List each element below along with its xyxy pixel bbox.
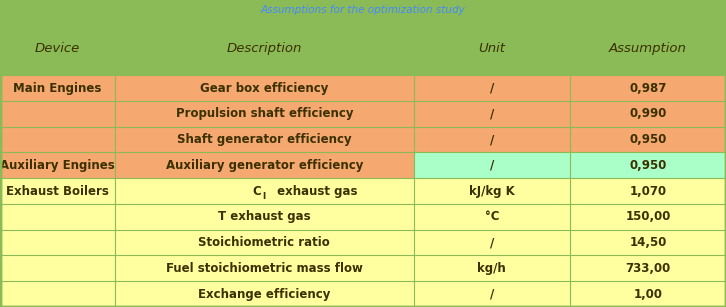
Text: exhaust gas: exhaust gas: [273, 185, 357, 198]
Text: /: /: [490, 107, 494, 120]
Text: Shaft generator efficiency: Shaft generator efficiency: [177, 133, 351, 146]
Bar: [570, 255, 726, 281]
Text: 1,00: 1,00: [634, 288, 662, 301]
Text: °C: °C: [485, 210, 499, 223]
Bar: [570, 204, 726, 230]
Text: Unit: Unit: [478, 42, 505, 55]
Bar: [414, 255, 570, 281]
Bar: [115, 153, 414, 178]
Bar: [0, 230, 115, 255]
Text: C: C: [252, 185, 261, 198]
Bar: [0, 127, 115, 153]
Text: 1,070: 1,070: [629, 185, 666, 198]
Text: Main Engines: Main Engines: [13, 82, 102, 95]
Bar: [0, 75, 115, 101]
Text: Stoichiometric ratio: Stoichiometric ratio: [198, 236, 330, 249]
Bar: [414, 178, 570, 204]
Bar: [0, 204, 115, 230]
Text: l: l: [262, 192, 265, 201]
Bar: [570, 153, 726, 178]
Bar: [0, 281, 115, 307]
Bar: [115, 101, 414, 127]
Text: Device: Device: [35, 42, 80, 55]
Bar: [115, 230, 414, 255]
Text: 14,50: 14,50: [629, 236, 666, 249]
Bar: [0, 255, 115, 281]
Text: Fuel stoichiometric mass flow: Fuel stoichiometric mass flow: [166, 262, 363, 275]
Text: Exchange efficiency: Exchange efficiency: [198, 288, 330, 301]
Text: Gear box efficiency: Gear box efficiency: [200, 82, 328, 95]
Bar: [115, 75, 414, 101]
Bar: [115, 127, 414, 153]
Text: kg/h: kg/h: [478, 262, 506, 275]
Bar: [570, 75, 726, 101]
Text: /: /: [490, 133, 494, 146]
Bar: [0, 21, 726, 75]
Text: 0,990: 0,990: [629, 107, 666, 120]
Bar: [414, 281, 570, 307]
Text: Auxiliary Engines: Auxiliary Engines: [0, 159, 115, 172]
Bar: [570, 281, 726, 307]
Text: /: /: [490, 159, 494, 172]
Bar: [570, 101, 726, 127]
Bar: [0, 153, 115, 178]
Bar: [414, 127, 570, 153]
Text: kJ/kg K: kJ/kg K: [469, 185, 515, 198]
Text: /: /: [490, 236, 494, 249]
Bar: [570, 127, 726, 153]
Text: 0,987: 0,987: [629, 82, 666, 95]
Bar: [0, 0, 726, 21]
Text: /: /: [490, 82, 494, 95]
Text: Assumptions for the optimization study: Assumptions for the optimization study: [261, 5, 465, 15]
Bar: [414, 101, 570, 127]
Text: /: /: [490, 288, 494, 301]
Text: 0,950: 0,950: [629, 159, 666, 172]
Text: T exhaust gas: T exhaust gas: [218, 210, 311, 223]
Text: Propulsion shaft efficiency: Propulsion shaft efficiency: [176, 107, 353, 120]
Bar: [570, 230, 726, 255]
Text: Assumption: Assumption: [609, 42, 687, 55]
Text: 150,00: 150,00: [625, 210, 671, 223]
Bar: [414, 230, 570, 255]
Bar: [570, 178, 726, 204]
Text: Exhaust Boilers: Exhaust Boilers: [6, 185, 109, 198]
Bar: [115, 255, 414, 281]
Bar: [0, 101, 115, 127]
Bar: [115, 178, 414, 204]
Bar: [414, 153, 570, 178]
Bar: [414, 204, 570, 230]
Bar: [115, 281, 414, 307]
Bar: [414, 75, 570, 101]
Text: Description: Description: [227, 42, 302, 55]
Text: 733,00: 733,00: [625, 262, 671, 275]
Text: 0,950: 0,950: [629, 133, 666, 146]
Text: Auxiliary generator efficiency: Auxiliary generator efficiency: [166, 159, 363, 172]
Bar: [115, 204, 414, 230]
Bar: [0, 178, 115, 204]
